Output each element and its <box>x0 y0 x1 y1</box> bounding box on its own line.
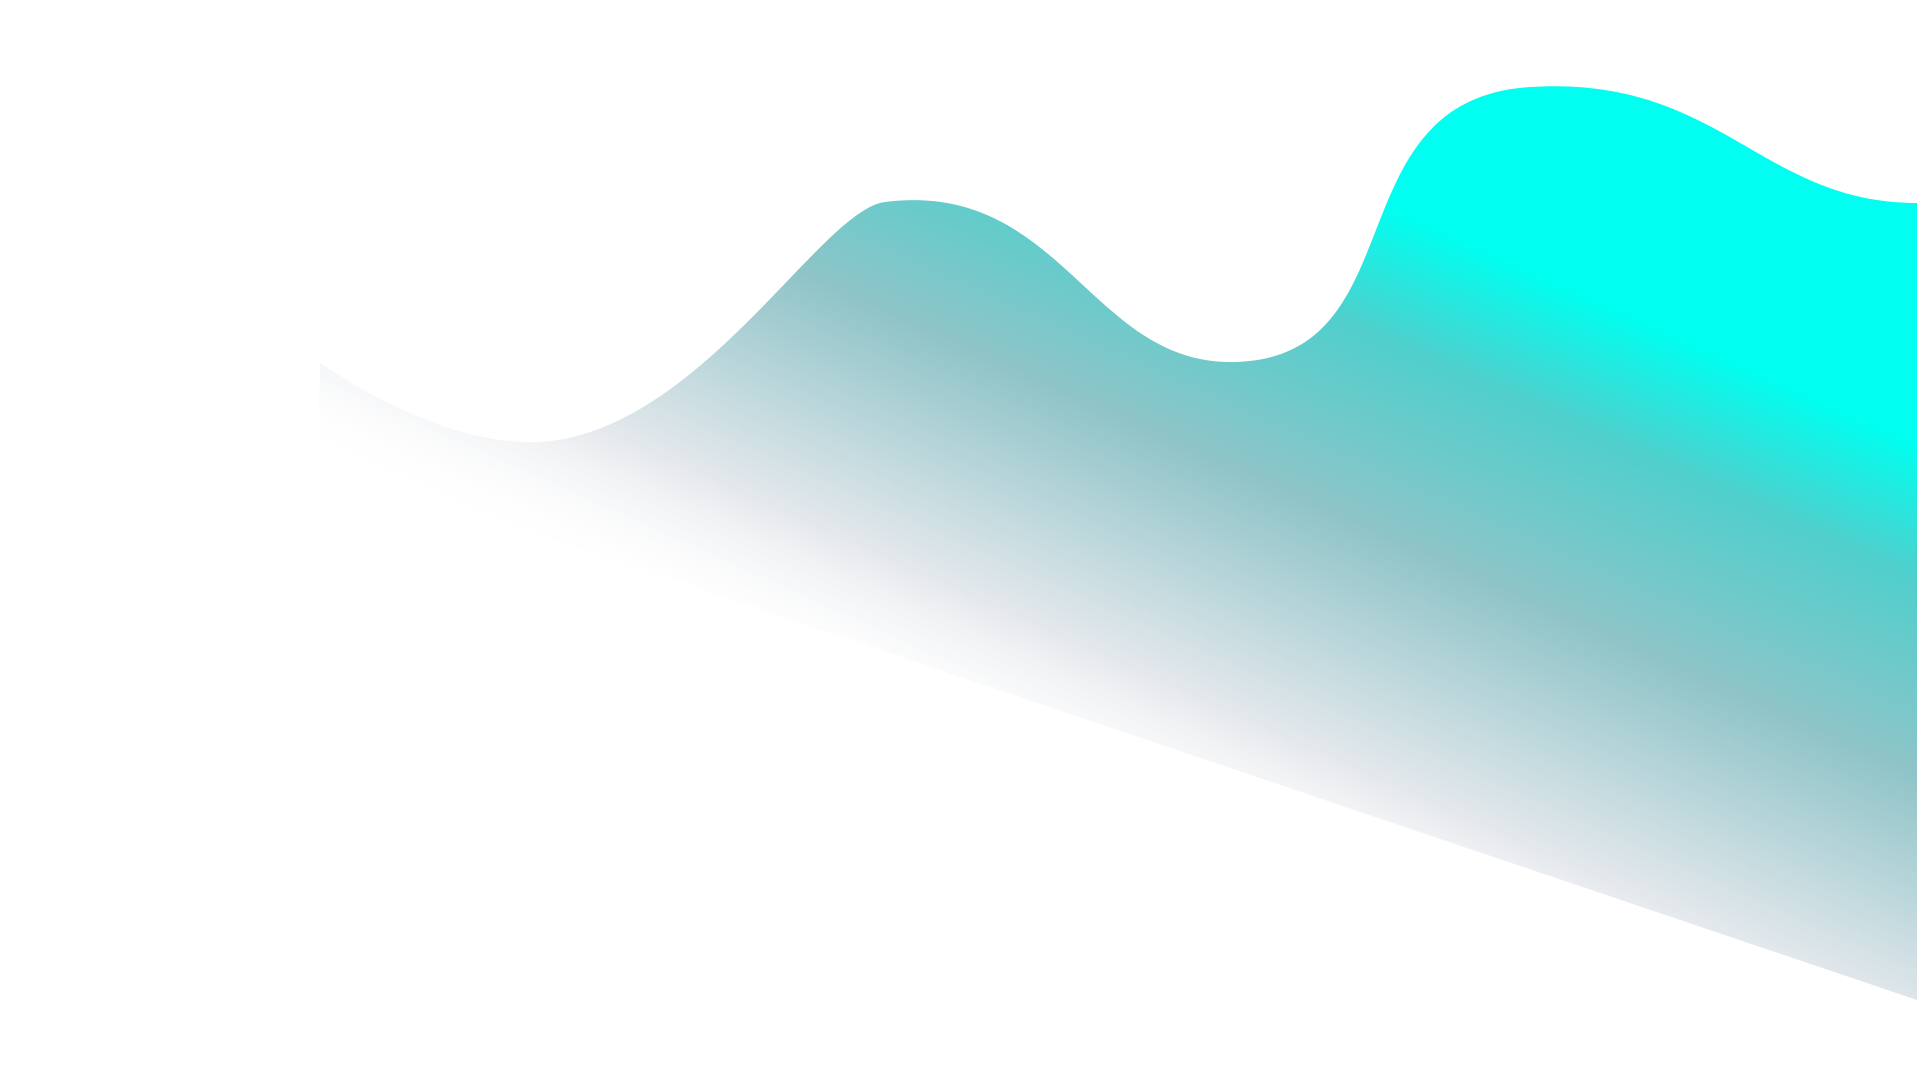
wave-shape <box>318 86 1917 1001</box>
